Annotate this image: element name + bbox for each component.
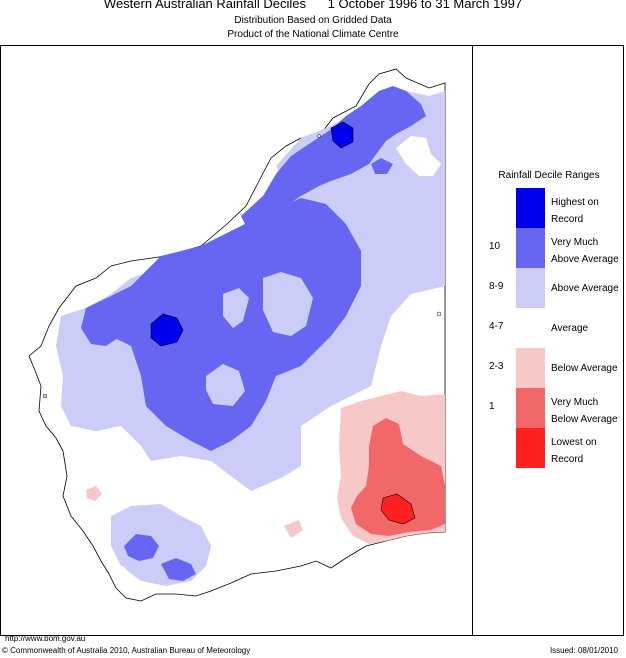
rainfall-decile-map [28, 68, 446, 602]
legend-row-lowest: Lowest on Record [473, 428, 625, 468]
legend-label: Very Much Above Average [551, 237, 619, 265]
island-1 [42, 393, 48, 399]
legend-label: Above Average [551, 283, 619, 294]
map-subtitle-product: Product of the National Climate Centre [227, 29, 399, 40]
region-average-hole-3 [206, 364, 245, 406]
legend-swatch-very-much-above [516, 228, 545, 268]
legend-num: 1 [489, 401, 495, 412]
legend-swatch-average [516, 308, 545, 348]
region-very-much-above-north-inland [371, 158, 393, 174]
legend-row-very-much-below: 1 Very Much Below Average [473, 388, 625, 428]
legend-label: Average [551, 323, 589, 334]
legend-swatch-highest [516, 188, 545, 228]
region-very-much-above-south-pocket-2 [161, 558, 196, 581]
region-average-north-bay [396, 136, 441, 176]
legend-label: Lowest on Record [551, 437, 597, 465]
legend-label: Highest on Record [551, 197, 599, 225]
map-subtitle-distribution: Distribution Based on Gridded Data [234, 15, 392, 26]
region-very-much-above-west-pocket [81, 304, 121, 346]
legend-label: Below Average [551, 363, 618, 374]
region-very-much-above-south-pocket [124, 534, 159, 561]
island-2 [436, 311, 442, 317]
region-below-average-spot-2 [284, 520, 303, 538]
region-average-hole-2 [263, 272, 313, 336]
map-frame [0, 45, 624, 636]
issued-date: Issued: 08/01/2010 [549, 646, 618, 655]
region-lowest-record [380, 493, 416, 525]
legend-row-above: 8-9 Above Average [473, 268, 625, 308]
legend-swatch-very-much-below [516, 388, 545, 428]
legend-swatch-below [516, 348, 545, 388]
legend-row-highest: Highest on Record [473, 188, 625, 228]
island-3 [317, 134, 321, 138]
legend-swatch-above [516, 268, 545, 308]
region-very-much-above-north [241, 86, 426, 226]
legend-row-below: 2-3 Below Average [473, 348, 625, 388]
region-highest-record-central [150, 313, 184, 347]
legend-num: 4-7 [489, 321, 504, 332]
legend-num: 2-3 [489, 361, 504, 372]
legend-swatch-lowest [516, 428, 545, 468]
legend-row-average: 4-7 Average [473, 308, 625, 348]
copyright-notice: © Commonwealth of Australia 2010, Austra… [2, 646, 251, 655]
region-highest-record-north [330, 121, 354, 149]
legend-num: 10 [489, 241, 501, 252]
legend-num: 8-9 [489, 281, 504, 292]
region-below-average-spot-1 [86, 486, 102, 501]
legend-row-very-much-above: 10 Very Much Above Average [473, 228, 625, 268]
legend-divider [472, 45, 473, 636]
region-average-hole-1 [223, 288, 249, 328]
legend-title: Rainfall Decile Ranges [498, 170, 600, 181]
map-title: Western Australian Rainfall Deciles 1 Oc… [103, 0, 523, 11]
source-url[interactable]: http://www.bom.gov.au [5, 634, 86, 643]
legend-label: Very Much Below Average [551, 397, 618, 425]
region-very-much-below [351, 418, 445, 536]
region-very-much-above-central [81, 198, 361, 451]
region-average-south-west [109, 566, 136, 592]
